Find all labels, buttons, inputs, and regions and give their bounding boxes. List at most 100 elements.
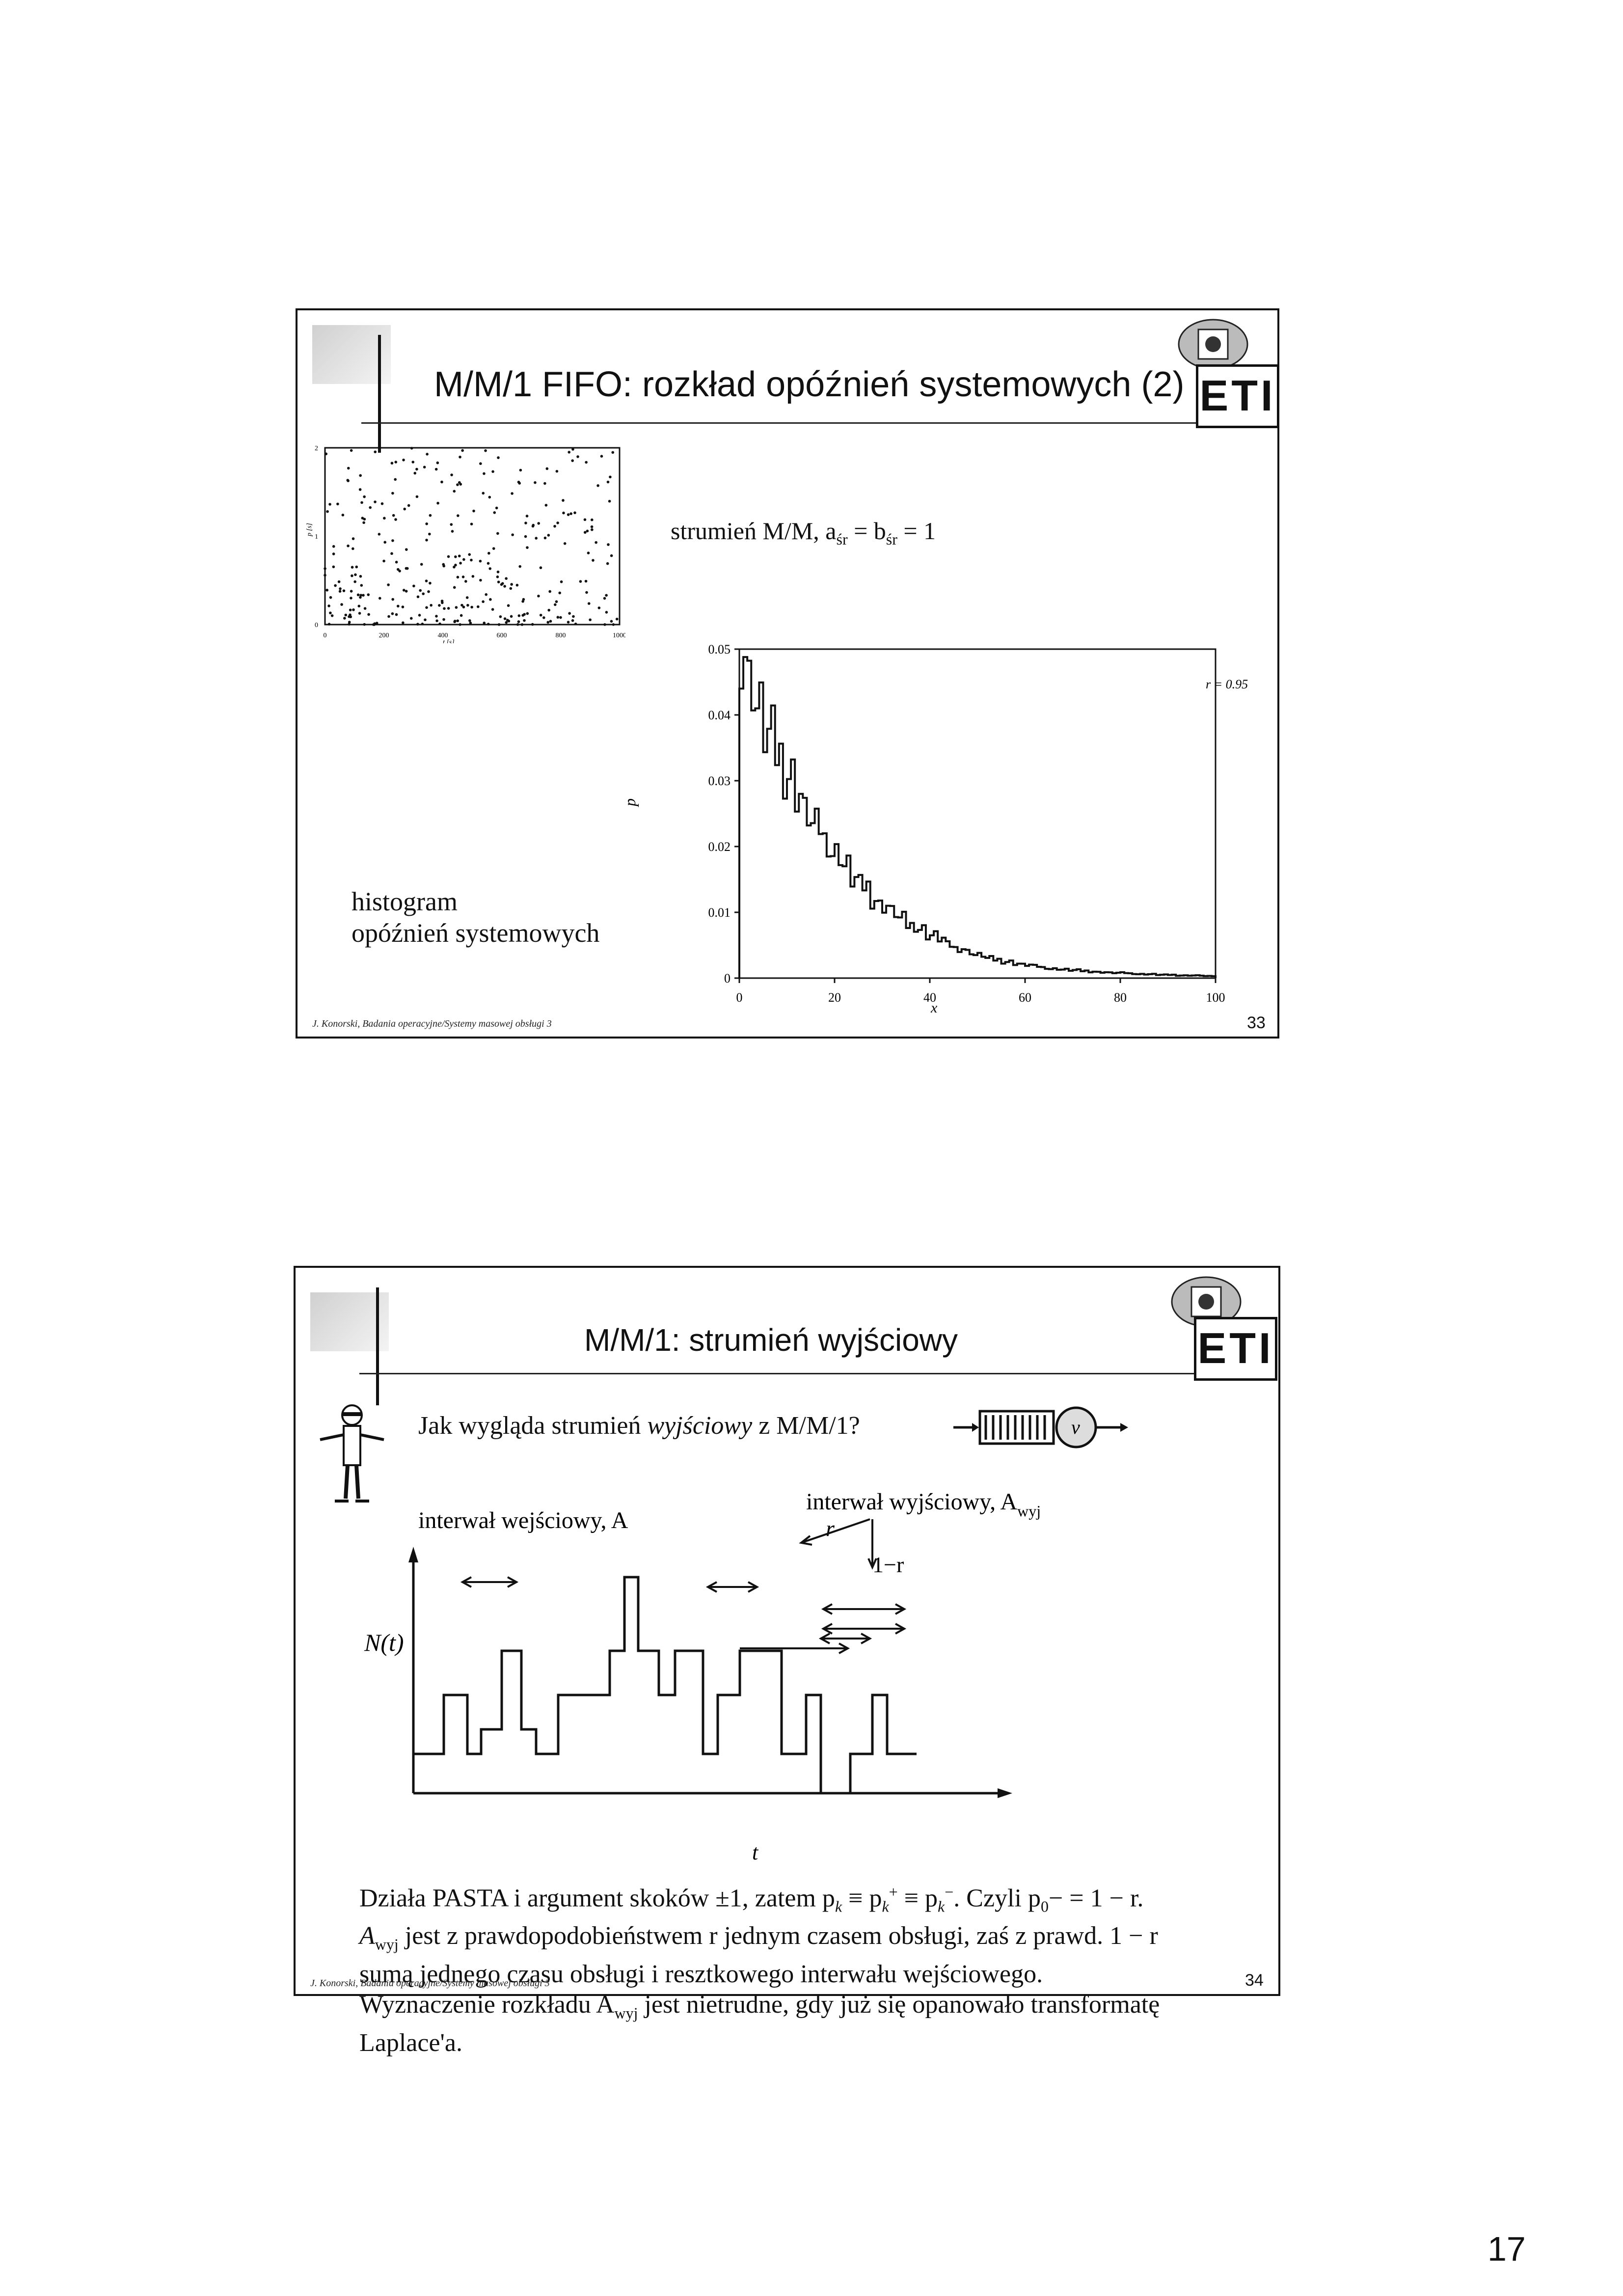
scatter-point: [608, 499, 611, 503]
scatter-point: [348, 615, 351, 618]
scatter-point: [542, 616, 545, 619]
scatter-point: [453, 586, 456, 589]
prob-r-label: r: [826, 1516, 835, 1541]
scatter-point: [327, 604, 330, 607]
scatter-point: [426, 453, 429, 456]
para1-eq1: ≡ p: [842, 1884, 882, 1913]
scatter-point: [522, 598, 525, 601]
scatter-point: [351, 574, 353, 577]
scatter-point: [349, 608, 352, 612]
scatter-point: [391, 492, 394, 495]
scatter-point: [429, 514, 432, 517]
para2-line2: sumą jednego czasu obsługi i resztkowego…: [359, 1960, 1043, 1989]
scatter-x-tick: 800: [556, 632, 566, 639]
stream-end: = 1: [897, 517, 936, 545]
scatter-point: [485, 593, 488, 596]
y-tick-label: 0.04: [708, 708, 731, 722]
scatter-point: [523, 619, 526, 622]
scatter-point: [428, 532, 431, 536]
scatter-point: [491, 470, 494, 473]
scatter-point: [342, 589, 346, 592]
scatter-point: [390, 462, 394, 465]
scatter-point: [336, 502, 339, 506]
scatter-point: [350, 449, 353, 452]
scatter-point: [363, 495, 366, 498]
scatter-point: [497, 456, 500, 459]
scatter-point: [402, 621, 405, 625]
scatter-point: [429, 581, 432, 585]
scatter-point: [610, 620, 613, 623]
question-suffix: z M/M/1?: [752, 1412, 860, 1440]
para3-a: Wyznaczenie rozkładu A: [359, 1991, 615, 2019]
scatter-point: [573, 511, 576, 515]
slide-33: M/M/1 FIFO: rozkład opóźnień systemowych…: [296, 308, 1279, 1039]
scatter-point: [462, 605, 465, 609]
scatter-point: [515, 583, 519, 587]
scatter-plot: 0 200 400 600 800 1000 0 1 2 t [s] p [s]: [306, 445, 625, 643]
y-axis-arrow: [408, 1547, 418, 1562]
para1-czyli: . Czyli p: [953, 1884, 1041, 1913]
scatter-ylabel: p [s]: [306, 523, 313, 537]
scatter-point: [424, 618, 427, 622]
para1-k3: k: [938, 1897, 945, 1915]
pasta-paragraph: Działa PASTA i argument skoków ±1, zatem…: [359, 1877, 1143, 1922]
scatter-point: [469, 622, 472, 625]
scatter-point: [355, 565, 358, 569]
para2-b: jest z prawdopodobieństwem r jednym czas…: [398, 1922, 1158, 1950]
scatter-point: [387, 615, 390, 618]
scatter-point: [510, 615, 513, 618]
scatter-point: [546, 621, 550, 624]
scatter-point: [332, 565, 335, 569]
scatter-point: [526, 612, 529, 615]
scatter-point: [607, 543, 610, 546]
scatter-point: [553, 603, 557, 606]
scatter-point: [606, 562, 609, 565]
page-number: 33: [1247, 1013, 1266, 1032]
scatter-point: [470, 605, 473, 609]
scatter-point: [363, 607, 367, 610]
scatter-point: [329, 596, 332, 599]
scatter-point: [440, 480, 443, 484]
eti-logo-text: ETI: [1199, 371, 1276, 420]
scatter-point: [500, 583, 503, 586]
scatter-point: [571, 448, 574, 451]
header-decoration: [310, 1292, 389, 1351]
scatter-point: [425, 606, 428, 609]
scatter-point: [610, 554, 613, 557]
scatter-point: [456, 483, 459, 486]
scatter-point: [496, 575, 499, 578]
scatter-point: [576, 455, 579, 458]
scatter-point: [526, 546, 529, 549]
queue-server-icon: ν: [953, 1406, 1128, 1449]
scatter-point: [468, 553, 471, 556]
scatter-point: [583, 531, 587, 534]
scatter-point: [450, 523, 453, 526]
scatter-point: [329, 611, 332, 615]
scatter-point: [346, 479, 350, 482]
y-tick-label: 0.02: [708, 840, 731, 854]
scatter-point: [491, 608, 494, 611]
scatter-frame: [324, 447, 621, 626]
scatter-point: [589, 618, 592, 622]
scatter-point: [567, 621, 570, 624]
scatter-point: [394, 478, 397, 481]
scatter-point: [568, 451, 571, 454]
para1-end: − = 1 − r.: [1048, 1884, 1144, 1913]
scatter-point: [547, 608, 551, 612]
para3-line1: Wyznaczenie rozkładu Awyj jest nietrudne…: [359, 1990, 1160, 2028]
scatter-point: [434, 467, 438, 471]
scatter-point: [563, 542, 567, 545]
scatter-point: [534, 481, 537, 484]
para1-eq2: ≡ p: [897, 1884, 938, 1913]
scatter-point: [482, 600, 485, 603]
scatter-point: [584, 579, 588, 583]
question-text: Jak wygląda strumień wyjściowy z M/M/1?: [418, 1411, 860, 1440]
scatter-point: [453, 490, 456, 493]
scatter-point: [462, 558, 465, 561]
x-tick-label: 80: [1114, 990, 1127, 1005]
x-tick-label: 0: [736, 990, 743, 1005]
scatter-axis-ticks: 0 200 400 600 800 1000 0 1 2 t [s] p [s]: [306, 445, 625, 643]
scatter-point: [402, 458, 405, 462]
n-of-t-label: N(t): [364, 1629, 404, 1656]
scatter-point: [518, 565, 522, 568]
